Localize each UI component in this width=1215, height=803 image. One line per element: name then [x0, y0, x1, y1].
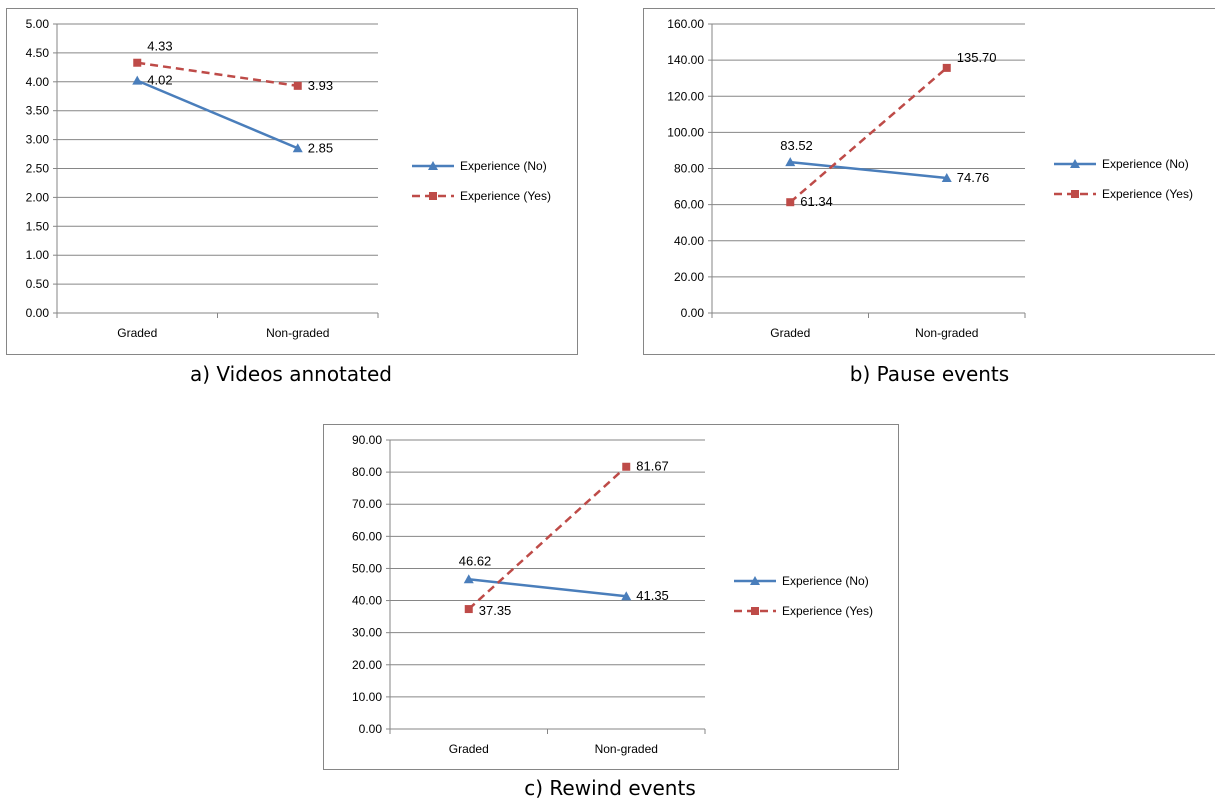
y-tick-label: 2.00 — [26, 190, 50, 204]
legend-marker — [1070, 159, 1080, 168]
legend-marker — [429, 192, 437, 200]
x-tick-label: Non-graded — [915, 326, 978, 340]
y-tick-label: 80.00 — [352, 465, 382, 479]
y-tick-label: 80.00 — [674, 162, 704, 176]
data-label: 37.35 — [479, 603, 512, 618]
data-point — [293, 81, 302, 90]
y-tick-label: 120.00 — [667, 89, 704, 103]
chart-svg: 0.00 10.00 20.00 30.00 40.00 50.00 60.00 70.00 8… — [352, 433, 873, 756]
chart-caption: c) Rewind events — [524, 776, 696, 800]
data-point — [786, 198, 795, 207]
y-tick-label: 5.00 — [26, 17, 50, 31]
data-label: 3.93 — [308, 78, 333, 93]
data-point — [464, 605, 473, 614]
legend-label: Experience (Yes) — [782, 604, 873, 618]
chart-caption: b) Pause events — [849, 362, 1010, 386]
data-point — [941, 172, 952, 182]
chart-svg: 0.00 0.50 1.00 1.50 2.00 2.50 3.00 3.50 4.00 4.50… — [26, 17, 551, 340]
legend-marker — [751, 607, 759, 615]
y-tick-label: 40.00 — [352, 594, 382, 608]
y-tick-label: 4.50 — [26, 46, 50, 60]
x-tick-label: Graded — [449, 742, 489, 756]
y-tick-label: 0.00 — [359, 722, 383, 736]
y-tick-label: 100.00 — [667, 125, 704, 139]
y-tick-label: 1.50 — [26, 219, 50, 233]
y-tick-label: 2.50 — [26, 162, 50, 176]
data-point — [132, 75, 143, 85]
y-tick-label: 70.00 — [352, 497, 382, 511]
data-point — [133, 58, 142, 67]
data-label: 4.33 — [147, 39, 172, 54]
series-line — [790, 160, 947, 180]
y-tick-label: 10.00 — [352, 690, 382, 704]
y-tick-label: 30.00 — [352, 626, 382, 640]
data-point — [622, 462, 631, 471]
series-line — [137, 61, 298, 88]
y-tick-label: 0.50 — [26, 277, 50, 291]
y-tick-label: 90.00 — [352, 433, 382, 447]
y-tick-label: 60.00 — [674, 198, 704, 212]
chart-videos-annotated: 0.00 0.50 1.00 1.50 2.00 2.50 3.00 3.50 4.00 4.50… — [6, 8, 578, 355]
x-tick-label: Graded — [770, 326, 810, 340]
series-line — [468, 578, 627, 598]
y-tick-label: 4.00 — [26, 75, 50, 89]
legend-marker — [750, 576, 760, 585]
data-label: 83.52 — [780, 138, 813, 153]
y-tick-label: 60.00 — [352, 529, 382, 543]
data-point — [463, 574, 474, 584]
chart-svg: 0.00 20.00 40.00 60.00 80.00 100.00 120.00 140.… — [667, 17, 1193, 340]
legend-marker — [1071, 190, 1079, 198]
y-tick-label: 50.00 — [352, 561, 382, 575]
y-tick-label: 3.00 — [26, 133, 50, 147]
legend-label: Experience (Yes) — [460, 189, 551, 203]
legend-marker — [428, 161, 438, 170]
data-label: 74.76 — [957, 170, 990, 185]
data-point — [785, 157, 796, 167]
data-point — [292, 143, 303, 153]
chart-caption: a) Videos annotated — [189, 362, 392, 386]
legend-label: Experience (Yes) — [1102, 187, 1193, 201]
series-line — [789, 66, 948, 204]
y-tick-label: 0.00 — [681, 306, 705, 320]
x-tick-label: Non-graded — [266, 326, 329, 340]
data-label: 4.02 — [147, 73, 172, 88]
y-tick-label: 40.00 — [674, 234, 704, 248]
y-tick-label: 140.00 — [667, 53, 704, 67]
chart-rewind-events: 0.00 10.00 20.00 30.00 40.00 50.00 60.00 70.00 8… — [323, 424, 899, 770]
chart-pause-events: 0.00 20.00 40.00 60.00 80.00 100.00 120.00 140.… — [643, 8, 1215, 355]
legend-label: Experience (No) — [782, 574, 869, 588]
legend-label: Experience (No) — [1102, 157, 1189, 171]
data-label: 46.62 — [459, 553, 492, 568]
legend-label: Experience (No) — [460, 159, 547, 173]
x-tick-label: Graded — [117, 326, 157, 340]
series-line — [136, 79, 299, 150]
data-label: 81.67 — [636, 459, 669, 474]
y-tick-label: 1.00 — [26, 248, 50, 262]
x-tick-label: Non-graded — [595, 742, 658, 756]
y-tick-label: 0.00 — [26, 306, 50, 320]
series-line — [467, 465, 628, 610]
data-point — [621, 591, 632, 601]
data-label: 135.70 — [957, 50, 997, 65]
data-point — [942, 63, 951, 72]
data-label: 61.34 — [800, 194, 833, 209]
y-tick-label: 20.00 — [352, 658, 382, 672]
y-tick-label: 3.50 — [26, 104, 50, 118]
data-label: 2.85 — [308, 140, 333, 155]
y-tick-label: 20.00 — [674, 270, 704, 284]
data-label: 41.35 — [636, 588, 669, 603]
y-tick-label: 160.00 — [667, 17, 704, 31]
